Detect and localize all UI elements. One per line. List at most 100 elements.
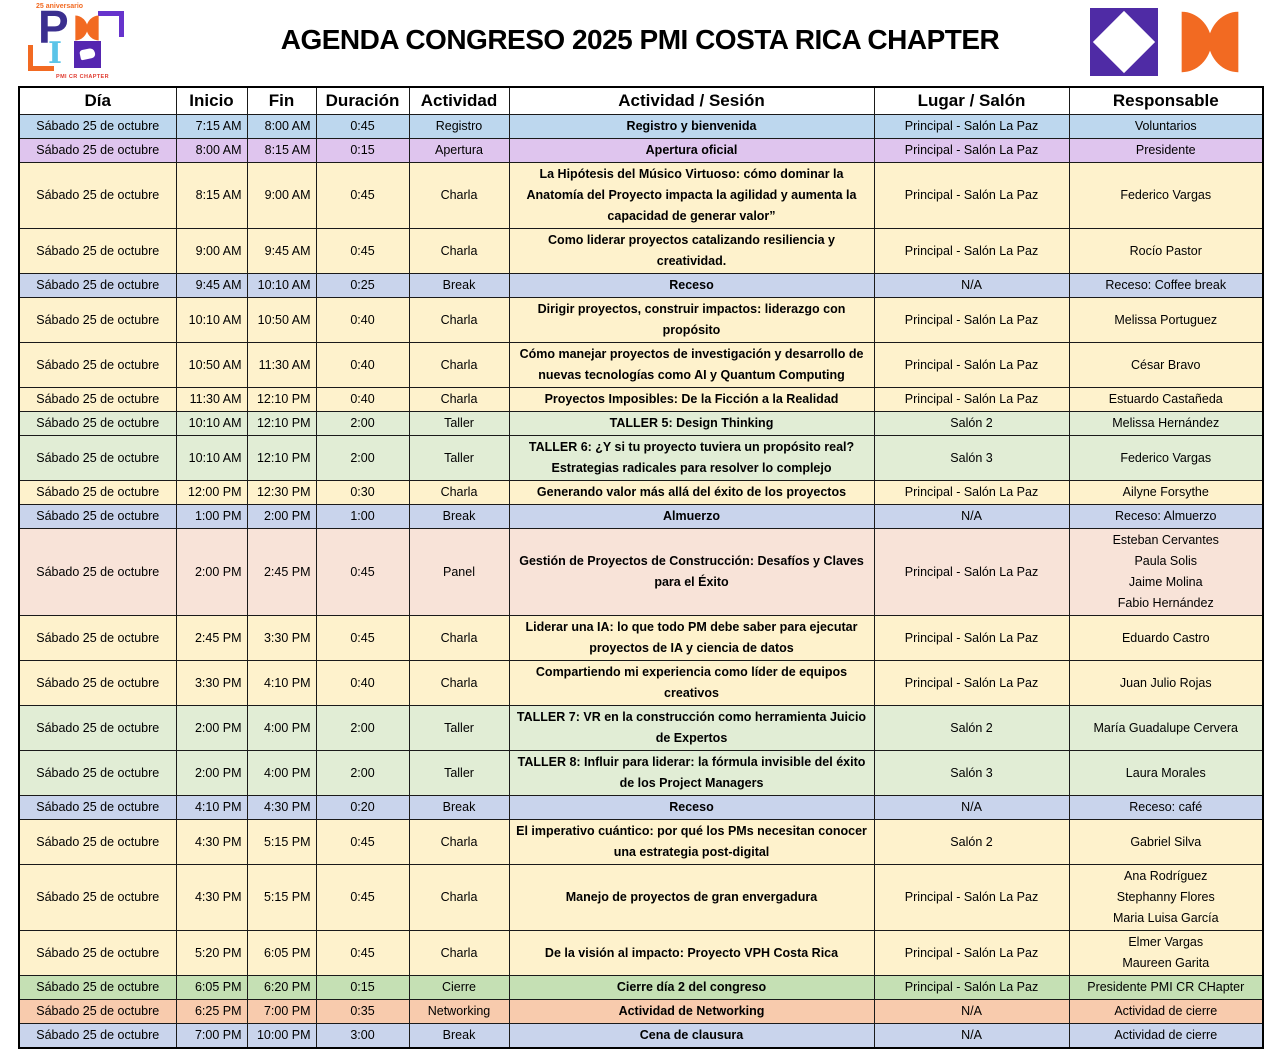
- cell-actividad: Charla: [408, 387, 510, 412]
- cell-actividad: Charla: [408, 615, 510, 661]
- orange-bracket-icon: [28, 45, 54, 71]
- cell-duracion: 0:45: [315, 162, 410, 229]
- cell-sesion: Cena de clausura: [508, 1023, 875, 1049]
- cell-responsable: Rocío Pastor: [1068, 228, 1264, 274]
- cell-fin: 5:15 PM: [246, 864, 317, 931]
- cell-responsable: Ana Rodríguez Stephanny Flores Maria Lui…: [1068, 864, 1264, 931]
- purple-bracket-icon: [98, 11, 124, 37]
- cell-responsable: Receso: café: [1068, 795, 1264, 820]
- table-row: Sábado 25 de octubre 9:00 AM 9:45 AM 0:45 Ch…: [18, 228, 1264, 274]
- cell-inicio: 4:10 PM: [175, 795, 248, 820]
- cell-lugar: Principal - Salón La Paz: [873, 615, 1070, 661]
- cell-inicio: 2:00 PM: [175, 750, 248, 796]
- cell-responsable: Federico Vargas: [1068, 435, 1264, 481]
- cell-lugar: Principal - Salón La Paz: [873, 975, 1070, 1000]
- cell-lugar: Principal - Salón La Paz: [873, 138, 1070, 163]
- cell-sesion: Receso: [508, 795, 875, 820]
- cell-fin: 10:50 AM: [246, 297, 317, 343]
- cell-duracion: 0:45: [315, 528, 410, 616]
- cell-sesion: Almuerzo: [508, 504, 875, 529]
- cell-inicio: 9:00 AM: [175, 228, 248, 274]
- table-row: Sábado 25 de octubre 8:00 AM 8:15 AM 0:15 Ap…: [18, 138, 1264, 163]
- cell-sesion: Manejo de proyectos de gran envergadura: [508, 864, 875, 931]
- cell-actividad: Charla: [408, 660, 510, 706]
- cell-lugar: Principal - Salón La Paz: [873, 930, 1070, 976]
- cell-sesion: TALLER 8: Influir para liderar: la fórmu…: [508, 750, 875, 796]
- cell-fin: 8:15 AM: [246, 138, 317, 163]
- cell-lugar: Principal - Salón La Paz: [873, 297, 1070, 343]
- cell-lugar: N/A: [873, 504, 1070, 529]
- cell-fin: 10:10 AM: [246, 273, 317, 298]
- cell-fin: 3:30 PM: [246, 615, 317, 661]
- pmi-cr-chapter-logo: 25 aniversario P I PMI CR CHAPTER: [26, 3, 130, 85]
- cell-lugar: Principal - Salón La Paz: [873, 480, 1070, 505]
- cell-sesion: Proyectos Imposibles: De la Ficción a la…: [508, 387, 875, 412]
- cell-responsable: Esteban Cervantes Paula Solis Jaime Moli…: [1068, 528, 1264, 616]
- table-row: Sábado 25 de octubre 6:05 PM 6:20 PM 0:15 Ci…: [18, 975, 1264, 1000]
- cell-lugar: Principal - Salón La Paz: [873, 660, 1070, 706]
- table-row: Sábado 25 de octubre 10:10 AM 12:10 PM 2:00…: [18, 411, 1264, 436]
- table-row: Sábado 25 de octubre 8:15 AM 9:00 AM 0:45 Ch…: [18, 162, 1264, 229]
- cell-responsable: Receso: Coffee break: [1068, 273, 1264, 298]
- cell-inicio: 9:45 AM: [175, 273, 248, 298]
- cell-responsable: Eduardo Castro: [1068, 615, 1264, 661]
- cell-sesion: Compartiendo mi experiencia como líder d…: [508, 660, 875, 706]
- cell-duracion: 0:45: [315, 819, 410, 865]
- cell-dia: Sábado 25 de octubre: [18, 660, 177, 706]
- cell-dia: Sábado 25 de octubre: [18, 795, 177, 820]
- cell-inicio: 3:30 PM: [175, 660, 248, 706]
- cell-inicio: 8:00 AM: [175, 138, 248, 163]
- cell-sesion: Receso: [508, 273, 875, 298]
- cell-inicio: 6:25 PM: [175, 999, 248, 1024]
- cell-responsable: Federico Vargas: [1068, 162, 1264, 229]
- cell-inicio: 10:10 AM: [175, 297, 248, 343]
- cell-actividad: Taller: [408, 411, 510, 436]
- cell-inicio: 2:00 PM: [175, 528, 248, 616]
- cell-inicio: 7:15 AM: [175, 114, 248, 139]
- cell-responsable: Actividad de cierre: [1068, 999, 1264, 1024]
- table-header-row: Día Inicio Fin Duración Actividad Activi…: [18, 86, 1264, 115]
- page-title: AGENDA CONGRESO 2025 PMI COSTA RICA CHAP…: [280, 24, 1000, 55]
- cell-actividad: Charla: [408, 228, 510, 274]
- agenda-table: Día Inicio Fin Duración Actividad Activi…: [18, 86, 1264, 1049]
- cell-fin: 7:00 PM: [246, 999, 317, 1024]
- cell-actividad: Taller: [408, 435, 510, 481]
- cell-inicio: 2:45 PM: [175, 615, 248, 661]
- cell-inicio: 10:10 AM: [175, 411, 248, 436]
- cell-lugar: Principal - Salón La Paz: [873, 864, 1070, 931]
- column-header-duracion: Duración: [315, 86, 410, 115]
- cell-actividad: Panel: [408, 528, 510, 616]
- cell-dia: Sábado 25 de octubre: [18, 930, 177, 976]
- cell-lugar: Principal - Salón La Paz: [873, 114, 1070, 139]
- cell-actividad: Charla: [408, 930, 510, 976]
- cell-sesion: El imperativo cuántico: por qué los PMs …: [508, 819, 875, 865]
- cell-dia: Sábado 25 de octubre: [18, 387, 177, 412]
- table-row: Sábado 25 de octubre 4:30 PM 5:15 PM 0:45 Ch…: [18, 864, 1264, 931]
- cell-sesion: De la visión al impacto: Proyecto VPH Co…: [508, 930, 875, 976]
- cell-lugar: Salón 2: [873, 411, 1070, 436]
- cell-responsable: Estuardo Castañeda: [1068, 387, 1264, 412]
- cell-lugar: Principal - Salón La Paz: [873, 387, 1070, 412]
- cell-fin: 2:00 PM: [246, 504, 317, 529]
- table-row: Sábado 25 de octubre 9:45 AM 10:10 AM 0:25 B…: [18, 273, 1264, 298]
- logo-letter-p: P: [38, 1, 69, 53]
- cell-responsable: Juan Julio Rojas: [1068, 660, 1264, 706]
- cell-duracion: 2:00: [315, 435, 410, 481]
- cell-dia: Sábado 25 de octubre: [18, 162, 177, 229]
- cell-sesion: TALLER 6: ¿Y si tu proyecto tuviera un p…: [508, 435, 875, 481]
- pmi-diamond-logo-icon: [1090, 8, 1158, 76]
- cell-actividad: Charla: [408, 162, 510, 229]
- cell-lugar: Salón 2: [873, 705, 1070, 751]
- cell-duracion: 0:15: [315, 975, 410, 1000]
- cell-fin: 4:00 PM: [246, 750, 317, 796]
- cell-dia: Sábado 25 de octubre: [18, 864, 177, 931]
- cell-duracion: 0:20: [315, 795, 410, 820]
- cell-responsable: Elmer Vargas Maureen Garita: [1068, 930, 1264, 976]
- cell-actividad: Charla: [408, 480, 510, 505]
- cell-fin: 2:45 PM: [246, 528, 317, 616]
- cell-actividad: Cierre: [408, 975, 510, 1000]
- cell-sesion: Generando valor más allá del éxito de lo…: [508, 480, 875, 505]
- table-row: Sábado 25 de octubre 11:30 AM 12:10 PM 0:40…: [18, 387, 1264, 412]
- pmi-bowtie-logo-icon: [1181, 11, 1239, 73]
- cell-inicio: 4:30 PM: [175, 864, 248, 931]
